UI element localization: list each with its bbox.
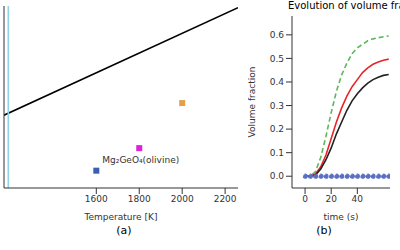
- svg-text:Volume fraction: Volume fraction: [248, 67, 257, 138]
- svg-text:2000: 2000: [171, 194, 194, 204]
- svg-text:Temperature [K]: Temperature [K]: [84, 212, 158, 222]
- svg-text:20: 20: [325, 194, 337, 204]
- html-text:(b): (b): [316, 224, 332, 237]
- svg-text:0.3: 0.3: [270, 101, 284, 111]
- html-text:(a): (a): [116, 224, 132, 237]
- svg-text:Mg₂GeO₄(olivine): Mg₂GeO₄(olivine): [102, 155, 179, 165]
- svg-text:0.2: 0.2: [270, 124, 284, 134]
- svg-text:2200: 2200: [214, 194, 237, 204]
- svg-text:0.6: 0.6: [270, 30, 285, 40]
- svg-text:time (s): time (s): [324, 212, 359, 222]
- svg-text:40: 40: [352, 194, 364, 204]
- svg-text:1600: 1600: [85, 194, 108, 204]
- svg-text:1800: 1800: [128, 194, 151, 204]
- svg-text:0.5: 0.5: [270, 54, 284, 64]
- svg-text:0: 0: [302, 194, 308, 204]
- svg-text:0.0: 0.0: [270, 171, 285, 181]
- svg-text:0.1: 0.1: [270, 148, 284, 158]
- svg-text:0.4: 0.4: [270, 77, 285, 87]
